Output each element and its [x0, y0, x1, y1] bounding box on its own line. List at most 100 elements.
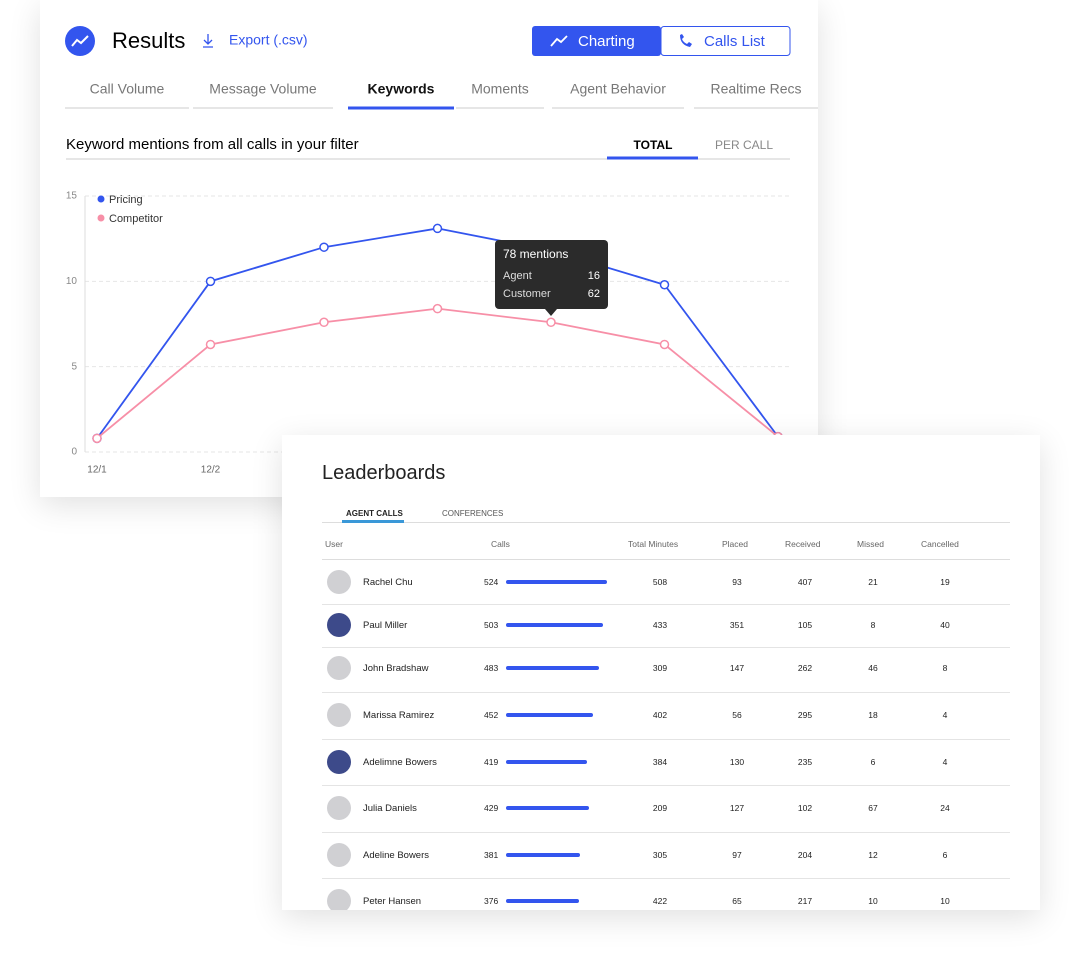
legend-dot — [97, 195, 105, 203]
row-rule — [322, 691, 1010, 693]
avatar — [327, 570, 351, 594]
calls-bar — [506, 666, 600, 670]
y-tick-label: 0 — [71, 447, 77, 458]
column-header[interactable]: Total Minutes — [628, 539, 679, 549]
cell-value: 127 — [729, 803, 745, 813]
cell-value: 209 — [652, 803, 668, 813]
tooltip-title: 78 mentions — [503, 247, 568, 261]
cell-value: 19 — [940, 577, 950, 587]
series-line — [96, 227, 779, 439]
row-rule — [322, 603, 1010, 605]
avatar — [327, 656, 351, 680]
x-tick-label: 12/2 — [201, 465, 221, 476]
leaderboard-table: User Calls Total Minutes Placed Received Miss… — [282, 435, 1040, 910]
y-tick-label: 15 — [66, 191, 78, 202]
page-title: Results — [112, 28, 185, 53]
user-name: John Bradshaw — [363, 663, 429, 674]
tab-conferences[interactable]: CONFERENCES — [442, 509, 504, 518]
column-header[interactable]: Received — [785, 539, 821, 549]
calls-value: 524 — [484, 577, 499, 587]
column-header: User — [325, 539, 343, 549]
tab[interactable]: Keywords — [368, 81, 435, 97]
tab[interactable]: Message Volume — [209, 81, 317, 97]
export-icon — [203, 34, 213, 48]
tab-rule — [322, 522, 1010, 523]
cell-value: 351 — [729, 620, 745, 630]
legend-label: Pricing — [109, 194, 143, 206]
data-point — [432, 303, 443, 314]
data-point — [319, 317, 329, 328]
column-header[interactable]: Placed — [722, 539, 748, 549]
avatar — [327, 750, 351, 774]
tab-agent-calls[interactable]: AGENT CALLS — [346, 509, 403, 518]
calls-value: 452 — [484, 710, 499, 720]
tab[interactable]: Agent Behavior — [570, 81, 666, 97]
column-header[interactable]: Calls — [491, 539, 510, 549]
tooltip-label: Agent — [503, 270, 532, 282]
export-link[interactable]: Export (.csv) — [229, 32, 308, 48]
column-header[interactable]: Missed — [857, 539, 884, 549]
charting-button[interactable] — [532, 26, 661, 56]
calls-bar — [506, 806, 589, 810]
cell-value: 8 — [870, 620, 876, 630]
avatar — [327, 703, 351, 727]
data-point — [659, 339, 670, 350]
tab[interactable]: Realtime Recs — [710, 81, 801, 97]
avatar — [327, 889, 351, 910]
tab[interactable]: Call Volume — [90, 81, 165, 97]
cell-value: 217 — [797, 896, 813, 906]
column-header[interactable]: Cancelled — [921, 539, 959, 549]
cell-value: 6 — [870, 757, 876, 767]
cell-value: 384 — [652, 757, 668, 767]
cell-value: 40 — [940, 620, 950, 630]
tooltip-arrow — [545, 309, 557, 316]
series-line — [96, 307, 779, 440]
avatar — [327, 843, 351, 867]
cell-value: 10 — [868, 896, 878, 906]
calls-bar — [506, 853, 580, 857]
cell-value: 10 — [940, 896, 950, 906]
calls-list-label[interactable]: Calls List — [704, 33, 766, 50]
tooltip-value: 62 — [588, 288, 600, 300]
cell-value: 105 — [797, 620, 813, 630]
row-rule — [322, 831, 1010, 833]
cell-value: 422 — [652, 896, 668, 906]
user-name: Julia Daniels — [363, 803, 417, 814]
cell-value: 21 — [868, 577, 878, 587]
cell-value: 8 — [942, 663, 948, 673]
cell-value: 4 — [942, 757, 948, 767]
cell-value: 93 — [732, 577, 742, 587]
charting-icon — [550, 35, 568, 47]
tooltip: 78 mentions Agent 16 Customer 62 — [495, 240, 608, 316]
legend-label: Competitor — [109, 213, 163, 225]
calls-list-button[interactable] — [660, 26, 791, 56]
cell-value: 262 — [797, 663, 813, 673]
calls-bar — [506, 623, 604, 627]
toggle-total[interactable]: TOTAL — [634, 138, 673, 152]
legend-dot — [97, 214, 105, 222]
cell-value: 147 — [729, 663, 745, 673]
calls-value: 381 — [484, 850, 499, 860]
data-point — [205, 339, 216, 350]
x-tick-label: 12/1 — [87, 465, 107, 476]
charting-label[interactable]: Charting — [578, 33, 635, 50]
tab[interactable]: Moments — [471, 81, 529, 97]
cell-value: 508 — [652, 577, 668, 587]
icon-line — [71, 35, 89, 47]
cell-value: 97 — [732, 850, 742, 860]
cell-value: 24 — [940, 803, 950, 813]
toggle-per-call[interactable]: PER CALL — [715, 138, 773, 152]
avatar — [327, 796, 351, 820]
calls-bar — [506, 713, 594, 717]
tooltip-label: Customer — [503, 288, 551, 300]
cell-value: 18 — [868, 710, 878, 720]
y-tick-label: 10 — [66, 276, 78, 287]
cell-value: 407 — [797, 577, 813, 587]
user-name: Peter Hansen — [363, 896, 422, 907]
calls-bar — [506, 899, 579, 903]
cell-value: 204 — [797, 850, 813, 860]
header-rule — [322, 559, 1010, 560]
calls-value: 483 — [484, 663, 499, 673]
cell-value: 6 — [942, 850, 948, 860]
